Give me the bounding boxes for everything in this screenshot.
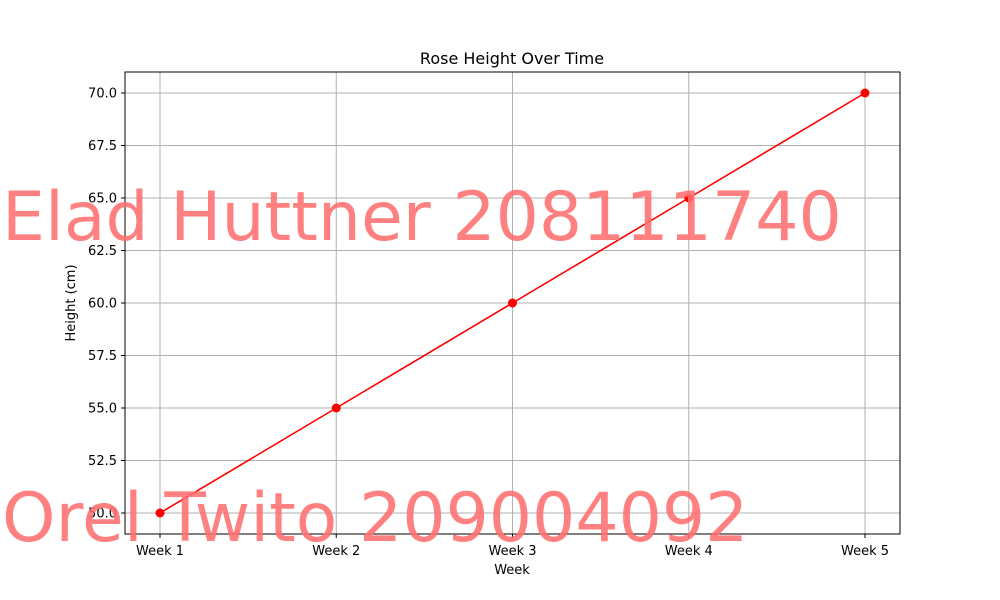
data-point-marker xyxy=(155,508,165,518)
x-axis-ticks: Week 1 Week 2 Week 3 Week 4 Week 5 xyxy=(136,534,889,559)
y-tick-label: 67.5 xyxy=(88,139,117,154)
y-axis-label: Height (cm) xyxy=(64,264,79,341)
x-axis-label: Week xyxy=(494,563,530,578)
x-tick-label: Week 4 xyxy=(665,544,713,559)
y-tick-label: 55.0 xyxy=(88,402,117,417)
watermark-bottom: Orel Twito 209004092 xyxy=(2,479,748,558)
x-tick-label: Week 3 xyxy=(488,544,536,559)
data-point-marker xyxy=(684,193,694,203)
chart-title: Rose Height Over Time xyxy=(420,49,604,68)
y-tick-label: 50.0 xyxy=(88,507,117,522)
data-point-marker xyxy=(331,403,341,413)
x-tick-label: Week 5 xyxy=(841,544,889,559)
y-tick-label: 52.5 xyxy=(88,454,117,469)
data-point-marker xyxy=(860,88,870,98)
grid-lines xyxy=(125,72,900,534)
y-axis-ticks: 50.0 52.5 55.0 57.5 60.0 62.5 65.0 67.5 70.0 xyxy=(88,87,125,522)
y-tick-label: 65.0 xyxy=(88,192,117,207)
x-tick-label: Week 2 xyxy=(312,544,360,559)
y-tick-label: 70.0 xyxy=(88,87,117,102)
y-tick-label: 57.5 xyxy=(88,349,117,364)
y-tick-label: 62.5 xyxy=(88,244,117,259)
data-point-marker xyxy=(508,298,517,308)
y-tick-label: 60.0 xyxy=(88,297,117,312)
x-tick-label: Week 1 xyxy=(136,544,184,559)
watermark-top: Elad Huttner 208111740 xyxy=(2,178,842,257)
data-series xyxy=(155,88,870,518)
